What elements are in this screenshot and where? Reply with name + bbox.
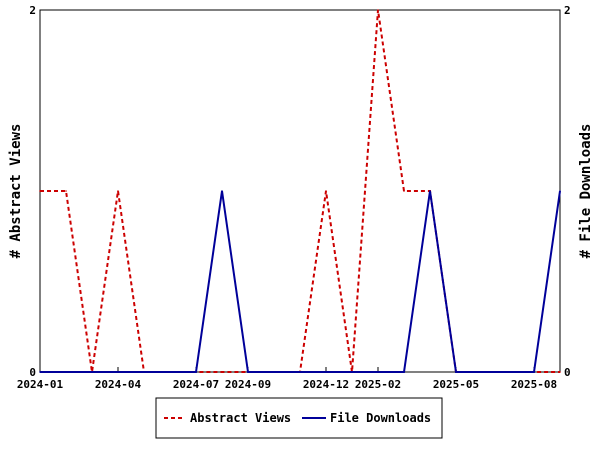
data-point-file-downloads-2025-09 <box>559 190 561 192</box>
data-point-file-downloads-2025-05 <box>455 371 457 373</box>
x-tick-label-2025-08: 2025-08 <box>511 378 557 391</box>
y-axis-left-label: # Abstract Views <box>8 124 24 259</box>
data-point-file-downloads-2025-02 <box>377 371 379 373</box>
x-tick-label-2024-12: 2024-12 <box>303 378 349 391</box>
x-tick-label-2024-07: 2024-07 <box>173 378 219 391</box>
legend-box <box>155 397 443 439</box>
y-axis-right-label: # File Downloads <box>578 124 594 259</box>
x-tick-label-2024-01: 2024-01 <box>17 378 64 391</box>
data-point-abstract-views-2025-09 <box>559 371 561 373</box>
data-point-file-downloads-2025-07 <box>507 371 509 373</box>
y-right-tick-label-0: 0 <box>564 366 571 379</box>
data-point-file-downloads-2024-02 <box>65 371 67 373</box>
data-point-file-downloads-2025-03 <box>403 371 405 373</box>
data-point-file-downloads-2025-04 <box>429 190 431 192</box>
data-point-file-downloads-2024-11 <box>299 371 301 373</box>
data-point-file-downloads-2024-07 <box>195 371 197 373</box>
legend-label-file-downloads: File Downloads <box>330 411 431 425</box>
x-tick-label-2025-05: 2025-05 <box>433 378 479 391</box>
x-tick-label-2025-02: 2025-02 <box>355 378 401 391</box>
data-point-file-downloads-2024-12 <box>325 371 327 373</box>
data-point-abstract-views-2025-03 <box>403 190 405 192</box>
data-point-file-downloads-2024-10 <box>273 371 275 373</box>
data-point-abstract-views-2024-08 <box>221 371 223 373</box>
x-tick-label-2024-04: 2024-04 <box>95 378 142 391</box>
data-point-file-downloads-2024-01 <box>39 371 41 373</box>
y-left-tick-label-2: 2 <box>29 4 36 17</box>
data-point-file-downloads-2024-08 <box>221 190 223 192</box>
data-point-file-downloads-2024-05 <box>143 371 145 373</box>
data-point-file-downloads-2025-06 <box>481 371 483 373</box>
x-axis-tick-labels: 2024-01 2024-04 2024-07 2024-09 2024-12 2025-… <box>17 378 557 391</box>
y-left-tick-label-0: 0 <box>29 366 36 379</box>
data-point-file-downloads-2024-04 <box>117 371 119 373</box>
data-point-file-downloads-2025-01 <box>351 371 353 373</box>
y-right-tick-label-2: 2 <box>564 4 571 17</box>
data-point-abstract-views-2024-12 <box>325 190 327 192</box>
data-point-file-downloads-2024-03 <box>91 371 93 373</box>
legend: Abstract Views File Downloads <box>155 397 443 439</box>
data-point-file-downloads-2025-08 <box>533 371 535 373</box>
series-layer <box>39 9 561 373</box>
legend-label-abstract-views: Abstract Views <box>190 411 291 425</box>
plot-area <box>39 9 561 373</box>
data-point-abstract-views-2024-04 <box>117 190 119 192</box>
x-tick-label-2024-09: 2024-09 <box>225 378 271 391</box>
data-point-abstract-views-2025-02 <box>377 9 379 11</box>
data-point-abstract-views-2024-02 <box>65 190 67 192</box>
data-point-abstract-views-2024-01 <box>39 190 41 192</box>
data-point-file-downloads-2024-06 <box>169 371 171 373</box>
data-point-file-downloads-2024-09 <box>247 371 249 373</box>
